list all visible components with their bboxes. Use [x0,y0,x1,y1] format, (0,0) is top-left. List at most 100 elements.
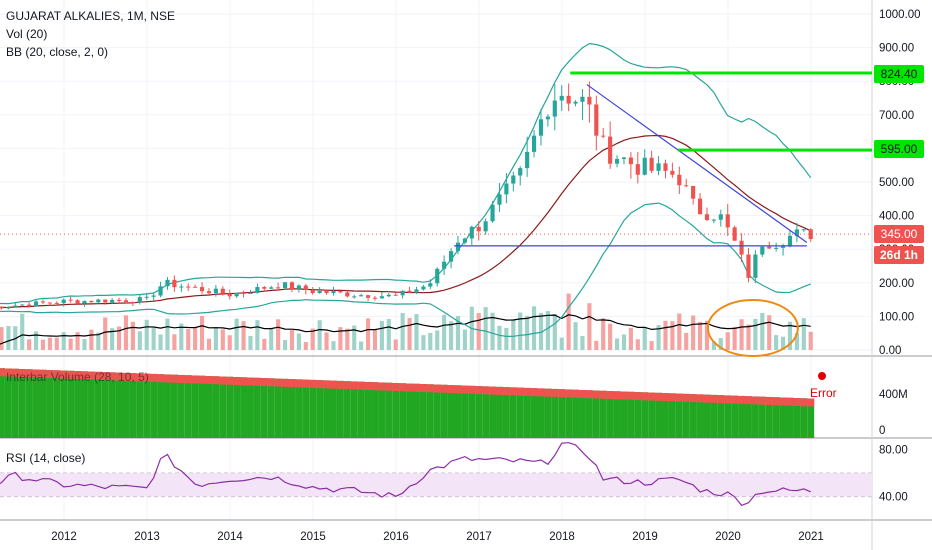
volume-bar [739,319,744,350]
vp-red-cap [53,370,61,379]
volume-bar [338,327,343,350]
price-tick-label: 1000.00 [879,9,921,21]
chart-title[interactable]: GUJARAT ALKALIES, 1M, NSE [6,9,175,23]
candle-body [123,300,129,302]
volume-bar [331,341,336,350]
volume-bar [774,335,779,350]
candle-body [559,95,564,101]
candle-body [490,204,495,222]
vp-red-cap [184,375,192,384]
vp-green-bar [336,380,344,438]
volume-bar [704,320,710,350]
candle-body [677,174,682,186]
volume-bar [75,332,80,350]
volume-bar [732,326,737,350]
vp-red-cap [489,386,497,395]
vp-green-bar [731,395,739,438]
volume-bar [400,313,405,350]
vp-red-cap [198,375,206,384]
vp-red-cap [530,388,538,397]
vp-green-bar [177,374,185,438]
vp-red-cap [81,371,88,380]
volume-bar [435,330,440,350]
vp-green-bar [641,392,649,438]
candle-body [199,287,205,292]
volume-bar [89,329,94,350]
candle-body [448,251,454,262]
vp-red-cap [793,398,801,407]
vp-indicator-label[interactable]: Interbar Volume (28, 10, 5) [6,370,149,384]
vp-red-cap [668,393,676,402]
volume-highlight-ellipse[interactable] [706,299,799,357]
volume-bar [462,329,467,350]
vp-red-cap [745,396,752,405]
vp-red-cap [336,380,344,389]
volume-bar [186,329,191,350]
vp-green-bar [350,381,358,438]
candle-body [469,226,474,239]
volume-bar [483,307,488,350]
candle-body [552,100,557,117]
vp-red-cap [170,374,178,383]
price-tick-label: 100.00 [879,311,914,323]
vp-green-bar [164,374,171,438]
candle-body [608,136,613,164]
vp-red-cap [551,388,559,397]
candle-body [13,305,18,308]
candle-body [144,296,149,298]
vp-red-cap [433,384,441,393]
candle-body [68,299,73,301]
candle-body [808,229,813,240]
volume-bars [0,293,813,350]
vp-red-cap [482,386,490,395]
vp-green-bar [240,377,248,438]
candle-body [767,246,772,249]
rsi-indicator-label[interactable]: RSI (14, close) [6,451,85,465]
rsi-tick-label: 40.00 [879,492,908,504]
volume-bar [151,328,156,350]
vp-red-cap [461,385,469,394]
volume-bar [234,318,239,350]
volume-bar [296,333,301,350]
bb-indicator-label[interactable]: BB (20, close, 2, 0) [6,45,108,59]
volume-bar [0,327,4,350]
vp-green-bar [689,394,697,438]
volume-bar [20,313,25,350]
vp-green-bar [668,393,676,438]
vp-red-cap [717,395,725,404]
vp-red-cap [558,389,566,398]
vp-green-bar [226,376,234,438]
volume-tick-label: 0 [879,425,885,437]
candle-body [248,292,253,294]
vp-red-cap [253,377,261,386]
rsi-axis: 80.00 40.00 [879,445,908,504]
vp-green-bar [288,379,296,438]
volume-bar [365,318,371,350]
vp-green-bar [537,388,545,438]
volume-bar [407,318,412,350]
vol-indicator-label[interactable]: Vol (20) [6,27,47,41]
vp-green-bar [198,375,206,438]
rsi-tick-label: 80.00 [879,445,908,457]
candle-body [130,301,135,303]
candle-body [269,287,274,289]
vp-green-bar [475,386,483,438]
descending-trendline[interactable] [586,84,808,243]
candle-body [504,183,509,195]
vp-red-cap [46,370,54,379]
time-tick-label: 2020 [715,531,741,543]
volume-bar [103,317,108,350]
vp-red-cap [274,378,282,387]
vp-red-cap [440,384,448,393]
vp-red-cap [385,382,393,391]
volume-bar [697,322,703,350]
vp-green-bar [150,373,158,438]
vp-red-cap [406,383,414,392]
volume-bar [179,323,184,350]
vp-red-cap [496,386,503,395]
vp-green-bar [447,385,455,438]
candle-body [27,304,32,307]
time-axis[interactable]: 2012 2013 2014 2015 2016 2017 2018 2019 2020 2021 [51,531,824,543]
volume-bar [753,318,758,350]
candle-body [538,119,544,136]
